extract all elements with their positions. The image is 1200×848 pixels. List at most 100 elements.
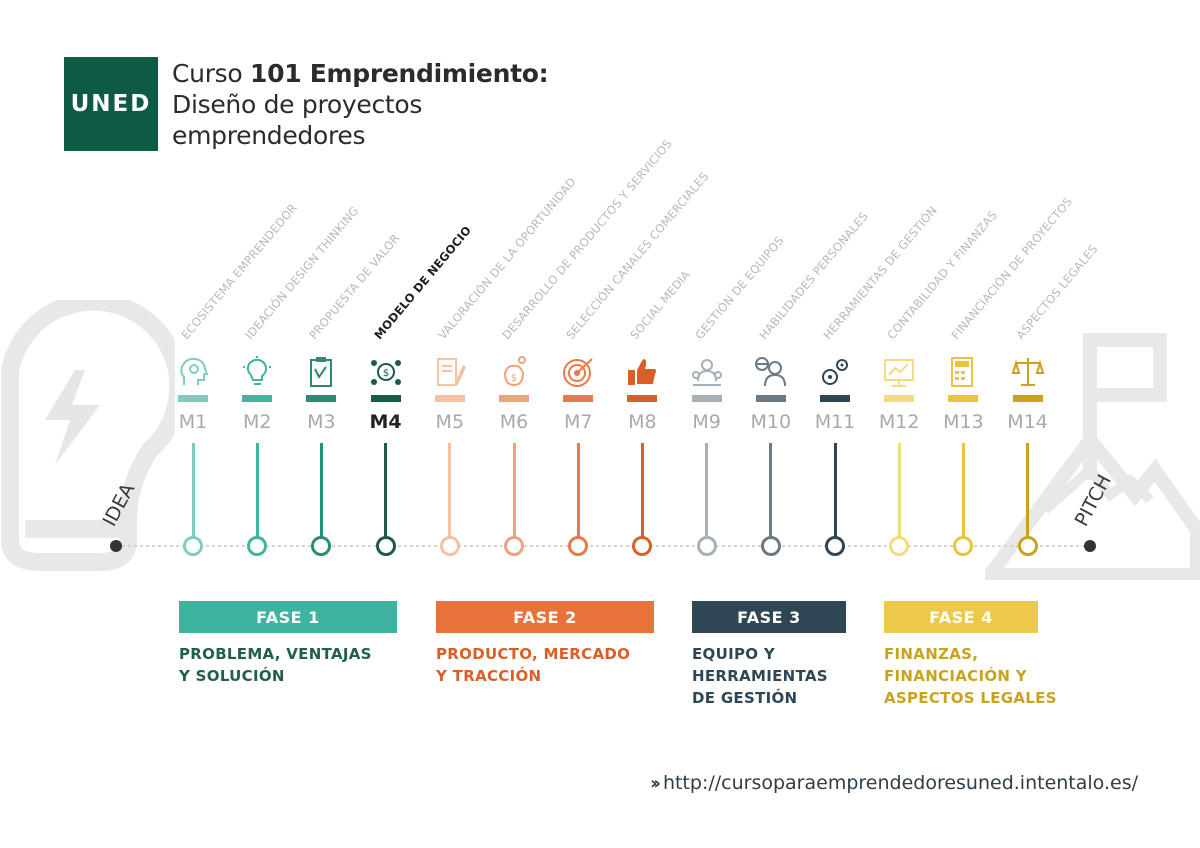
thumbs-up-icon bbox=[628, 359, 657, 385]
module-bar-m6 bbox=[499, 395, 529, 402]
gears-icon bbox=[822, 359, 848, 385]
idea-dot bbox=[110, 540, 122, 552]
svg-text:$: $ bbox=[511, 373, 517, 384]
module-bar-m1 bbox=[178, 395, 208, 402]
title-line-1: Curso 101 Emprendimiento: bbox=[172, 58, 549, 89]
module-bar-m11 bbox=[820, 395, 850, 402]
module-connector-m5 bbox=[448, 443, 452, 537]
module-connector-m3 bbox=[319, 443, 323, 537]
footer-url[interactable]: ›› http://cursoparaemprendedoresuned.int… bbox=[650, 772, 1138, 794]
phase-1-description-line: PROBLEMA, VENTAJAS bbox=[179, 645, 372, 663]
module-connector-m14 bbox=[1026, 443, 1030, 537]
module-bar-m2 bbox=[242, 395, 273, 402]
phase-3-box: FASE 3 bbox=[692, 601, 846, 633]
lightbulb-icon bbox=[243, 356, 272, 385]
logo-text: UNED bbox=[70, 91, 152, 117]
team-icon bbox=[691, 359, 722, 386]
module-label-m2[interactable]: M2 bbox=[242, 411, 272, 433]
module-node-m8[interactable] bbox=[632, 536, 653, 556]
module-node-m4[interactable] bbox=[375, 536, 396, 556]
title-prefix: Curso bbox=[172, 59, 251, 88]
phase-4-description-line: FINANCIACIÓN Y bbox=[884, 667, 1027, 685]
phase-2-description-line: Y TRACCIÓN bbox=[436, 667, 542, 685]
module-node-m7[interactable] bbox=[568, 536, 589, 556]
person-globe-icon bbox=[754, 357, 786, 387]
module-bar-m12 bbox=[884, 395, 915, 402]
module-label-m12[interactable]: M12 bbox=[878, 411, 920, 433]
phase-1-description: PROBLEMA, VENTAJAS Y SOLUCIÓN bbox=[179, 643, 372, 687]
phase-3-description: EQUIPO Y HERRAMIENTAS DE GESTIÓN bbox=[692, 643, 828, 709]
module-node-m6[interactable] bbox=[504, 536, 524, 556]
module-label-m10[interactable]: M10 bbox=[750, 411, 792, 433]
module-node-m13[interactable] bbox=[953, 536, 974, 556]
title-line-2: Diseño de proyectos bbox=[172, 90, 423, 119]
phase-3-description-line: HERRAMIENTAS bbox=[692, 667, 828, 685]
chart-screen-icon bbox=[884, 359, 915, 387]
phase-2-description-line: PRODUCTO, MERCADO bbox=[436, 645, 631, 663]
module-node-m2[interactable] bbox=[247, 536, 268, 556]
module-label-m11[interactable]: M11 bbox=[814, 411, 856, 433]
module-label-m13[interactable]: M13 bbox=[943, 411, 984, 433]
module-connector-m1 bbox=[191, 443, 195, 537]
module-label-m14[interactable]: M14 bbox=[1007, 411, 1048, 433]
module-bar-m14 bbox=[1012, 395, 1043, 402]
phase-1-box: FASE 1 bbox=[179, 601, 397, 633]
document-pen-icon bbox=[436, 358, 466, 386]
title-line-3: emprendedores bbox=[172, 121, 366, 150]
phase-1-description-line: Y SOLUCIÓN bbox=[179, 667, 285, 685]
mountain-flag-icon bbox=[985, 333, 1200, 580]
module-bar-m13 bbox=[948, 395, 979, 402]
module-connector-m13 bbox=[961, 443, 965, 537]
module-bar-m8 bbox=[627, 395, 658, 402]
uned-logo: UNED bbox=[64, 57, 158, 151]
module-node-m5[interactable] bbox=[439, 536, 460, 556]
module-label-m3[interactable]: M3 bbox=[307, 411, 336, 433]
module-bar-m5 bbox=[434, 395, 465, 402]
money-network-icon: $ bbox=[370, 360, 401, 385]
phase-2-box: FASE 2 bbox=[436, 601, 654, 633]
lightbulb-bolt-icon bbox=[1, 300, 175, 571]
module-connector-m9 bbox=[705, 443, 709, 537]
module-connector-m10 bbox=[769, 443, 773, 537]
module-node-m3[interactable] bbox=[311, 536, 332, 556]
module-node-m9[interactable] bbox=[696, 536, 717, 556]
module-label-m9[interactable]: M9 bbox=[692, 411, 721, 433]
module-connector-m12 bbox=[897, 443, 901, 537]
phase-4-box: FASE 4 bbox=[884, 601, 1038, 633]
phase-3-description-line: EQUIPO Y bbox=[692, 645, 775, 663]
module-node-m14[interactable] bbox=[1017, 536, 1038, 556]
scales-icon bbox=[1011, 358, 1044, 386]
module-connector-m11 bbox=[833, 443, 837, 537]
module-connector-m2 bbox=[255, 443, 259, 537]
head-gears-icon bbox=[180, 357, 209, 385]
module-label-m6[interactable]: M6 bbox=[499, 411, 529, 433]
phase-4-description: FINANZAS, FINANCIACIÓN Y ASPECTOS LEGALES bbox=[884, 643, 1057, 709]
footer-url-text[interactable]: http://cursoparaemprendedoresuned.intent… bbox=[662, 772, 1138, 794]
phase-4-description-line: FINANZAS, bbox=[884, 645, 979, 663]
module-node-m11[interactable] bbox=[825, 536, 845, 556]
module-node-m10[interactable] bbox=[760, 536, 781, 556]
clipboard-icon bbox=[310, 357, 333, 387]
phase-2-description: PRODUCTO, MERCADO Y TRACCIÓN bbox=[436, 643, 630, 687]
double-chevron-icon: ›› bbox=[650, 772, 661, 794]
target-icon bbox=[563, 358, 593, 387]
module-connector-m7 bbox=[576, 443, 580, 537]
module-label-m7[interactable]: M7 bbox=[563, 411, 593, 433]
course-title: Curso 101 Emprendimiento: Diseño de proy… bbox=[172, 58, 549, 151]
money-bag-icon: $ bbox=[503, 356, 526, 387]
module-label-m5[interactable]: M5 bbox=[435, 411, 465, 433]
module-bar-m10 bbox=[755, 395, 786, 402]
module-bar-m3 bbox=[306, 395, 337, 402]
module-node-m1[interactable] bbox=[183, 536, 203, 556]
phase-3-description-line: DE GESTIÓN bbox=[692, 689, 798, 707]
module-connector-m6 bbox=[512, 443, 516, 537]
calculator-icon bbox=[951, 357, 974, 387]
module-label-m1[interactable]: M1 bbox=[178, 411, 208, 433]
module-node-m12[interactable] bbox=[889, 536, 910, 556]
module-label-m8[interactable]: M8 bbox=[628, 411, 657, 433]
module-label-m4[interactable]: M4 bbox=[369, 411, 402, 433]
module-connector-m4 bbox=[384, 443, 388, 537]
module-connector-m8 bbox=[640, 443, 644, 537]
module-bar-m9 bbox=[691, 395, 722, 402]
